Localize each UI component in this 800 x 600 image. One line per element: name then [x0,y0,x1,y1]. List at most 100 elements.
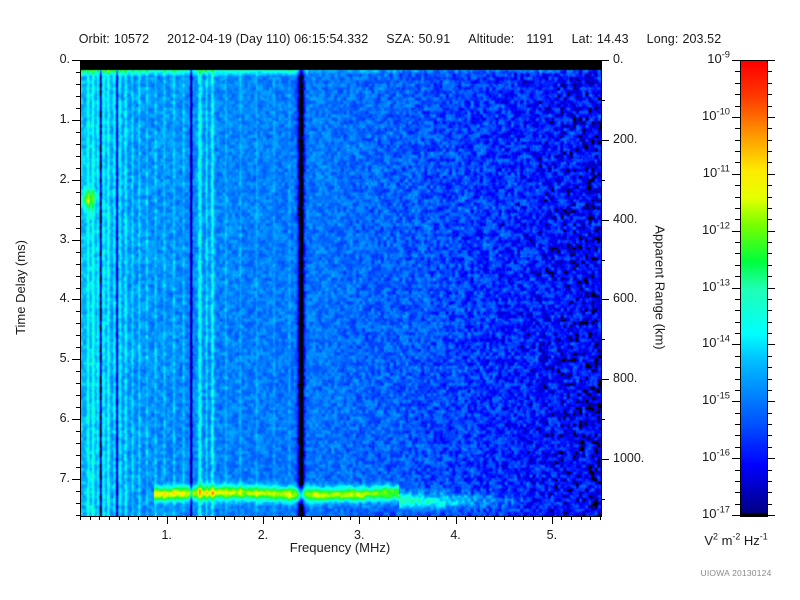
x-axis-tick [494,516,496,520]
colorbar-tick-label: 10-17 [702,504,730,521]
x-axis-tick [359,516,361,524]
y-axis-left-tick-label: 4. [59,291,70,306]
x-axis-tick [166,516,168,524]
y-axis-right-tick-label: 400. [613,211,638,226]
x-axis-tick-label: 2. [257,528,269,542]
colorbar-minor-tick [735,378,740,380]
x-axis-tick [128,516,130,520]
colorbar-minor-tick [732,458,740,460]
y-axis-left-tick [76,503,80,505]
y-axis-left-tick [76,323,80,325]
y-axis-left-tick [76,455,80,457]
colorbar-tick-label: 10-13 [702,277,730,294]
colorbar-minor-tick [767,401,775,403]
y-axis-left-tick [76,191,80,193]
longitude-value: 203.52 [682,32,722,46]
colorbar-minor-tick [735,242,740,243]
y-axis-right-tick [601,299,609,301]
colorbar-minor-tick [735,446,740,448]
colorbar-minor-tick [732,116,740,118]
x-axis-tick [99,516,101,520]
x-axis-tick [532,516,534,520]
x-axis-tick [445,516,447,520]
x-axis-tick [147,516,149,520]
x-axis-tick [282,516,284,520]
x-axis-tick [340,516,341,520]
latitude-field: Lat: 14.43 [572,32,629,46]
colorbar-minor-tick [735,480,740,482]
x-axis-tick [388,516,390,520]
x-axis-tick [407,516,409,520]
y-axis-left-tick-label: 5. [59,351,70,366]
x-axis-tick [253,516,255,520]
x-axis-tick [397,516,399,520]
y-axis-left-tick [76,167,80,169]
colorbar-minor-tick [767,367,772,369]
x-axis-title: Frequency (MHz) [289,540,391,555]
colorbar-minor-tick [735,151,740,152]
y-axis-right-title-text: Apparent Range (km) [652,225,668,350]
colorbar-gradient [741,61,767,516]
y-axis-left-tick [72,179,80,181]
y-axis-left-tick [76,275,80,277]
colorbar-minor-tick [735,105,740,107]
orbit-value: 10572 [113,32,150,46]
colorbar-minor-tick [767,515,775,516]
x-axis-tick [571,516,573,520]
longitude-field: Long: 203.52 [647,32,722,46]
y-axis-right-tick-label: 800. [613,371,638,386]
x-axis-tick [118,516,120,520]
x-axis-tick [205,516,207,520]
x-axis-tick [368,516,370,520]
x-axis-tick [349,516,351,520]
colorbar-minor-tick [767,298,772,300]
orbit-field: Orbit: 10572 [79,32,149,46]
colorbar-minor-tick [767,378,772,380]
x-axis-tick [185,516,187,520]
y-axis-right-tick [601,179,605,181]
spectrogram-plot-area [80,60,602,517]
y-axis-left-tick [76,107,80,109]
colorbar-minor-tick [735,424,740,425]
colorbar-minor-tick [767,253,772,255]
altitude-value: 1191 [526,32,554,46]
x-axis-tick-label: 3. [354,528,365,542]
colorbar-tick-label: 10-14 [702,334,730,351]
colorbar-minor-tick [735,276,740,278]
x-axis-tick [262,516,264,524]
x-axis-tick [426,516,428,520]
colorbar-minor-tick [735,196,740,198]
y-axis-left-tick [76,347,80,349]
x-axis-tick [157,516,159,520]
y-axis-right-tick [601,499,605,501]
y-axis-left-tick-label: 3. [59,231,70,246]
colorbar-minor-tick [735,492,740,494]
colorbar-minor-tick [732,401,740,403]
y-axis-left-tick [76,311,80,313]
y-axis-left-tick [76,71,80,73]
latitude-label: Lat: [571,32,593,46]
y-axis-left-tick [72,119,80,121]
x-axis-tick [243,516,245,520]
x-axis-tick [600,516,601,520]
colorbar-minor-tick [767,480,772,482]
y-axis-right-tick-label: 200. [613,131,638,146]
x-axis-tick [484,516,486,520]
colorbar-minor-tick [767,424,772,425]
x-axis-tick [195,516,197,520]
y-axis-left-tick [76,227,80,229]
y-axis-left-tick [76,395,80,397]
x-axis-tick [474,516,476,520]
colorbar-minor-tick [735,253,740,255]
y-axis-left-tick [72,479,80,481]
colorbar-minor-tick [767,503,772,505]
colorbar-minor-tick [735,219,740,221]
y-axis-right-title: Apparent Range (km) [650,60,670,515]
colorbar-minor-tick [732,344,740,346]
x-axis-tick-label: 4. [450,528,461,542]
y-axis-left-tick-label: 7. [59,471,70,486]
colorbar-minor-tick [767,355,772,357]
y-axis-left-tick [76,287,80,289]
y-axis-right-tick [601,219,609,221]
colorbar-minor-tick [767,469,772,471]
